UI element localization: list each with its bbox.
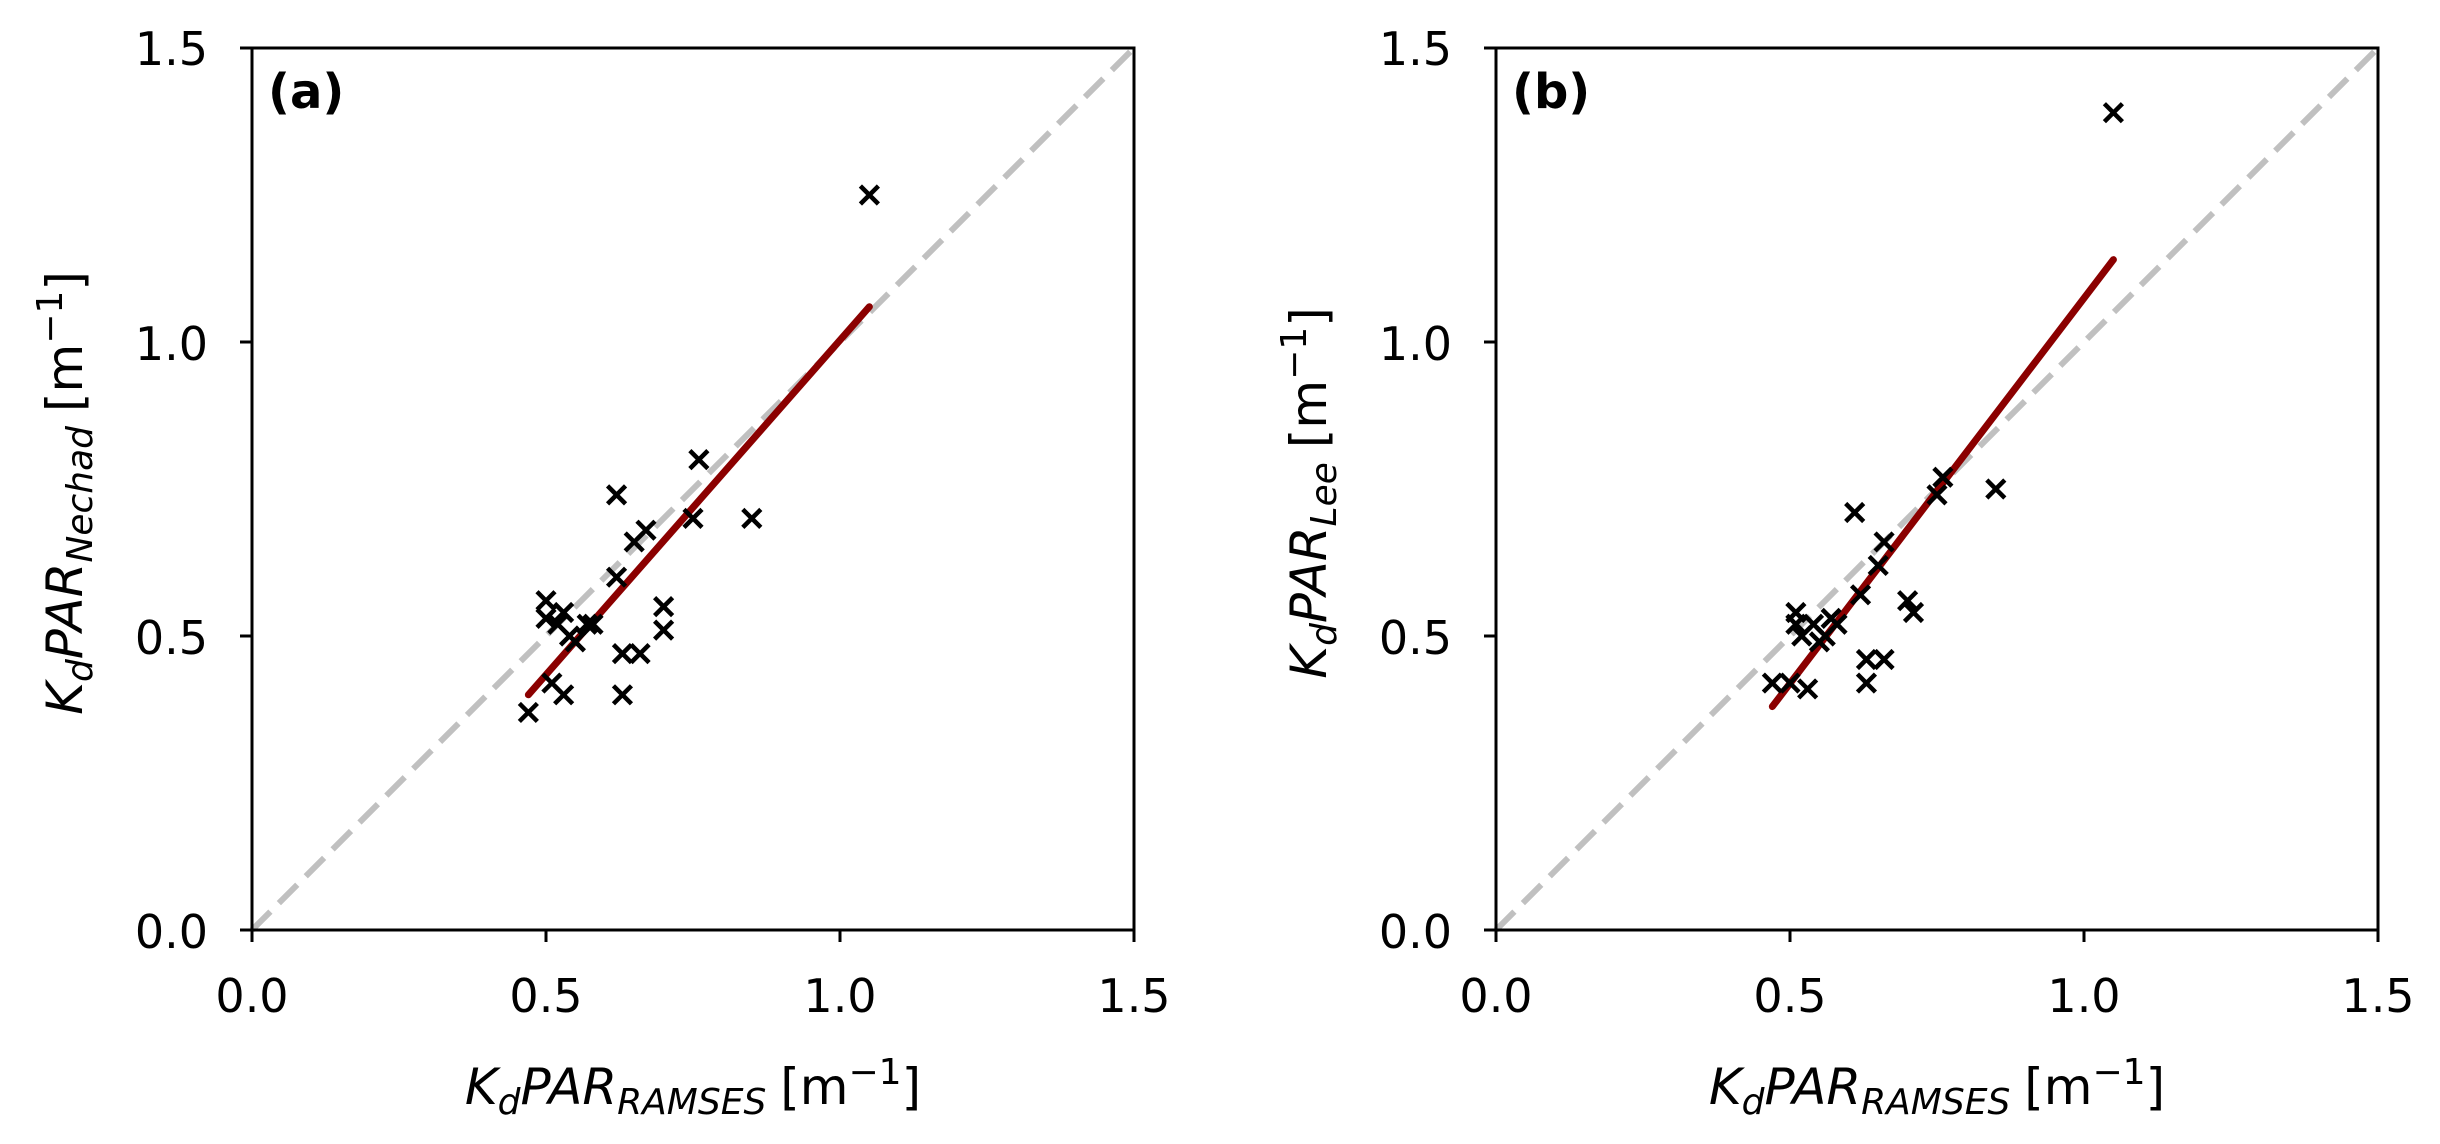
panel-b-y-tick-labels: 0.0 0.5 1.0 1.5 xyxy=(1379,22,1452,959)
panel-b-data-point xyxy=(1932,466,1954,488)
panel-b-data-point xyxy=(1779,672,1801,694)
panel-a-data-point xyxy=(858,184,880,206)
panel-a-data-point xyxy=(582,613,604,635)
panel-a-x-tick-labels: 0.0 0.5 1.0 1.5 xyxy=(215,969,1170,1023)
panel-a-x-tick-label: 1.5 xyxy=(1097,969,1170,1023)
panel-a-y-tick-labels: 0.0 0.5 1.0 1.5 xyxy=(135,22,208,959)
panel-b-axes-frame xyxy=(1494,46,2380,932)
panel-b: (b) 0.0 0.5 1.0 1.5 0.0 0.5 1.0 1.5 KdPA… xyxy=(1274,22,2415,1123)
panel-a-data-point xyxy=(653,619,675,641)
panel-b-data-point xyxy=(1855,648,1878,671)
panel-a-data-point xyxy=(535,607,557,629)
panel-a-axes-frame xyxy=(250,46,1136,932)
panel-b-data-point xyxy=(1873,648,1895,671)
panel-a-data-point xyxy=(635,519,657,541)
panel-a-data-point xyxy=(629,643,651,665)
panel-a-data-point xyxy=(682,507,704,529)
panel-b-data-point xyxy=(1897,590,1919,612)
panel-a-data-point xyxy=(605,484,628,506)
panel-a-y-tick-label: 0.0 xyxy=(135,905,208,959)
panel-a-data-point xyxy=(517,701,539,724)
panel-a-data-point xyxy=(535,590,557,612)
panel-a-identity-line xyxy=(249,45,1137,933)
panel-a-data-point xyxy=(576,613,598,635)
panel-b-data-point xyxy=(1867,554,1889,577)
panel-b-y-tick-label: 1.0 xyxy=(1379,317,1452,371)
panel-b-data-point xyxy=(1826,613,1848,635)
panel-b-plot-area xyxy=(1484,45,2381,942)
panel-b-data-point xyxy=(1985,478,2007,500)
panel-a-y-tick-label: 1.5 xyxy=(135,22,208,76)
panel-a-data-point xyxy=(611,643,634,665)
panel-a: (a) 0.0 0.5 1.0 1.5 0.0 0.5 1.0 1.5 KdPA… xyxy=(30,22,1171,1123)
panel-b-y-tick-label: 0.5 xyxy=(1379,611,1452,665)
panel-b-x-tick-label: 1.0 xyxy=(2047,969,2120,1023)
panel-a-x-tick-label: 0.5 xyxy=(509,969,582,1023)
panel-b-x-tick-label: 0.5 xyxy=(1753,969,1826,1023)
panel-a-x-tick-label: 1.0 xyxy=(803,969,876,1023)
panel-a-data-point xyxy=(611,684,634,706)
panel-a-data-point xyxy=(553,684,575,706)
panel-a-data-point xyxy=(741,507,763,529)
panel-b-y-tick-label: 0.0 xyxy=(1379,905,1452,959)
panel-b-x-tick-labels: 0.0 0.5 1.0 1.5 xyxy=(1459,969,2414,1023)
panel-a-data-point xyxy=(605,566,628,588)
panel-a-data-point xyxy=(653,596,675,618)
panel-b-y-axis-label: KdPARLee[m−1] xyxy=(1274,307,1345,678)
panel-b-data-point xyxy=(1797,678,1819,700)
panel-b-data-point xyxy=(1849,584,1872,606)
panel-b-x-tick-label: 0.0 xyxy=(1459,969,1532,1023)
panel-b-x-axis-label: KdPARRAMSES [m−1] xyxy=(1709,1052,2165,1123)
panel-b-data-point xyxy=(2102,102,2124,124)
panel-b-data-point xyxy=(1855,672,1878,694)
panel-b-x-tick-label: 1.5 xyxy=(2341,969,2414,1023)
panel-a-data-point xyxy=(688,449,710,471)
panel-a-y-tick-label: 1.0 xyxy=(135,317,208,371)
panel-b-data-point xyxy=(1926,484,1948,506)
panel-b-data-point xyxy=(1873,531,1895,553)
panel-a-y-axis-label: KdPARNechad[m−1] xyxy=(30,271,101,715)
panel-a-label: (a) xyxy=(268,64,344,120)
panel-a-x-tick-label: 0.0 xyxy=(215,969,288,1023)
panel-a-y-tick-label: 0.5 xyxy=(135,611,208,665)
panel-a-data-point xyxy=(553,601,575,624)
panel-b-data-point xyxy=(1785,613,1807,635)
panel-b-data-point xyxy=(1761,672,1783,694)
panel-b-y-tick-label: 1.5 xyxy=(1379,22,1452,76)
panel-b-data-point xyxy=(1902,601,1925,624)
panel-b-data-point xyxy=(1844,501,1866,524)
panel-a-x-axis-label: KdPARRAMSES [m−1] xyxy=(465,1052,921,1123)
panel-b-label: (b) xyxy=(1512,64,1590,120)
panel-a-data-point xyxy=(564,631,586,653)
panel-a-plot-area xyxy=(240,45,1137,942)
